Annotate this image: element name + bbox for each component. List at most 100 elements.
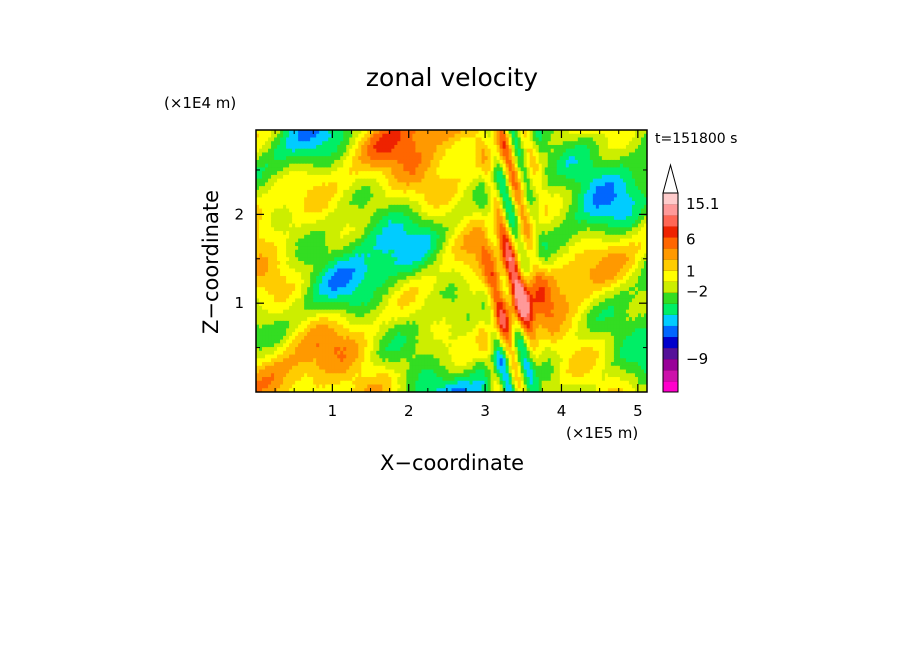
field-cell — [451, 174, 456, 180]
field-cell — [322, 253, 326, 258]
field-cell — [484, 137, 489, 142]
field-cell — [490, 182, 495, 187]
field-cell — [445, 231, 450, 236]
field-cell — [616, 234, 621, 240]
field-cell — [310, 133, 314, 139]
field-cell — [361, 264, 365, 270]
field-cell — [409, 268, 413, 273]
field-cell — [478, 152, 483, 157]
field-cell — [496, 152, 501, 157]
field-cell — [277, 227, 281, 232]
field-cell — [289, 227, 293, 232]
field-cell — [373, 163, 377, 169]
field-cell — [430, 249, 435, 255]
field-cell — [556, 152, 561, 157]
field-cell — [268, 231, 272, 236]
field-cell — [322, 152, 326, 157]
field-cell — [631, 208, 636, 213]
field-cell — [412, 216, 417, 221]
field-cell — [295, 167, 299, 172]
field-cell — [583, 178, 588, 183]
field-cell — [340, 193, 344, 198]
field-cell — [301, 182, 305, 187]
field-cell — [601, 159, 606, 165]
field-cell — [340, 156, 344, 161]
field-cell — [640, 178, 645, 183]
field-cell — [274, 159, 278, 165]
field-cell — [484, 171, 489, 176]
field-cell — [610, 216, 615, 221]
field-cell — [379, 178, 383, 183]
field-cell — [325, 257, 329, 262]
field-cell — [484, 144, 489, 150]
field-cell — [571, 219, 576, 225]
field-cell — [499, 193, 504, 198]
field-cell — [457, 204, 462, 210]
field-cell — [598, 167, 603, 172]
field-cell — [637, 242, 642, 247]
field-cell — [340, 261, 344, 266]
field-cell — [313, 137, 317, 142]
field-cell — [451, 257, 456, 262]
field-cell — [592, 219, 597, 225]
field-cell — [400, 133, 404, 139]
field-cell — [427, 212, 432, 217]
field-cell — [427, 216, 432, 221]
field-cell — [295, 261, 299, 266]
field-cell — [436, 261, 441, 266]
field-cell — [631, 137, 636, 142]
field-cell — [367, 148, 371, 154]
field-cell — [265, 137, 269, 142]
field-cell — [385, 264, 389, 270]
field-cell — [262, 174, 266, 180]
field-cell — [442, 189, 447, 195]
field-cell — [262, 186, 266, 191]
field-cell — [346, 182, 350, 187]
field-cell — [523, 167, 528, 172]
field-cell — [472, 216, 477, 221]
field-cell — [325, 144, 329, 150]
field-cell — [556, 242, 561, 247]
field-cell — [277, 216, 281, 221]
field-cell — [361, 253, 365, 258]
field-cell — [442, 249, 447, 255]
field-cell — [358, 204, 362, 210]
field-cell — [469, 189, 474, 195]
field-cell — [442, 227, 447, 232]
field-cell — [370, 234, 374, 240]
field-cell — [616, 246, 621, 251]
field-cell — [412, 268, 417, 273]
field-cell — [370, 163, 374, 169]
field-cell — [349, 208, 353, 213]
field-cell — [529, 130, 534, 135]
field-cell — [346, 186, 350, 191]
field-cell — [583, 148, 588, 154]
field-cell — [592, 189, 597, 195]
field-cell — [445, 212, 450, 217]
field-cell — [325, 171, 329, 176]
field-cell — [607, 174, 612, 180]
field-cell — [391, 174, 395, 180]
field-cell — [640, 133, 645, 139]
field-cell — [574, 152, 579, 157]
field-cell — [568, 257, 573, 262]
field-cell — [526, 257, 531, 262]
field-cell — [487, 144, 492, 150]
field-cell — [532, 182, 537, 187]
field-cell — [541, 167, 546, 172]
field-cell — [373, 272, 377, 277]
field-cell — [292, 171, 296, 176]
field-cell — [274, 163, 278, 169]
field-cell — [367, 197, 371, 202]
field-cell — [541, 144, 546, 150]
field-cell — [625, 189, 630, 195]
field-cell — [286, 174, 290, 180]
field-cell — [616, 249, 621, 255]
field-cell — [439, 197, 444, 202]
field-cell — [397, 223, 401, 228]
field-cell — [607, 257, 612, 262]
field-cell — [331, 219, 335, 225]
field-cell — [550, 186, 555, 191]
field-cell — [382, 272, 386, 277]
field-cell — [424, 137, 429, 142]
